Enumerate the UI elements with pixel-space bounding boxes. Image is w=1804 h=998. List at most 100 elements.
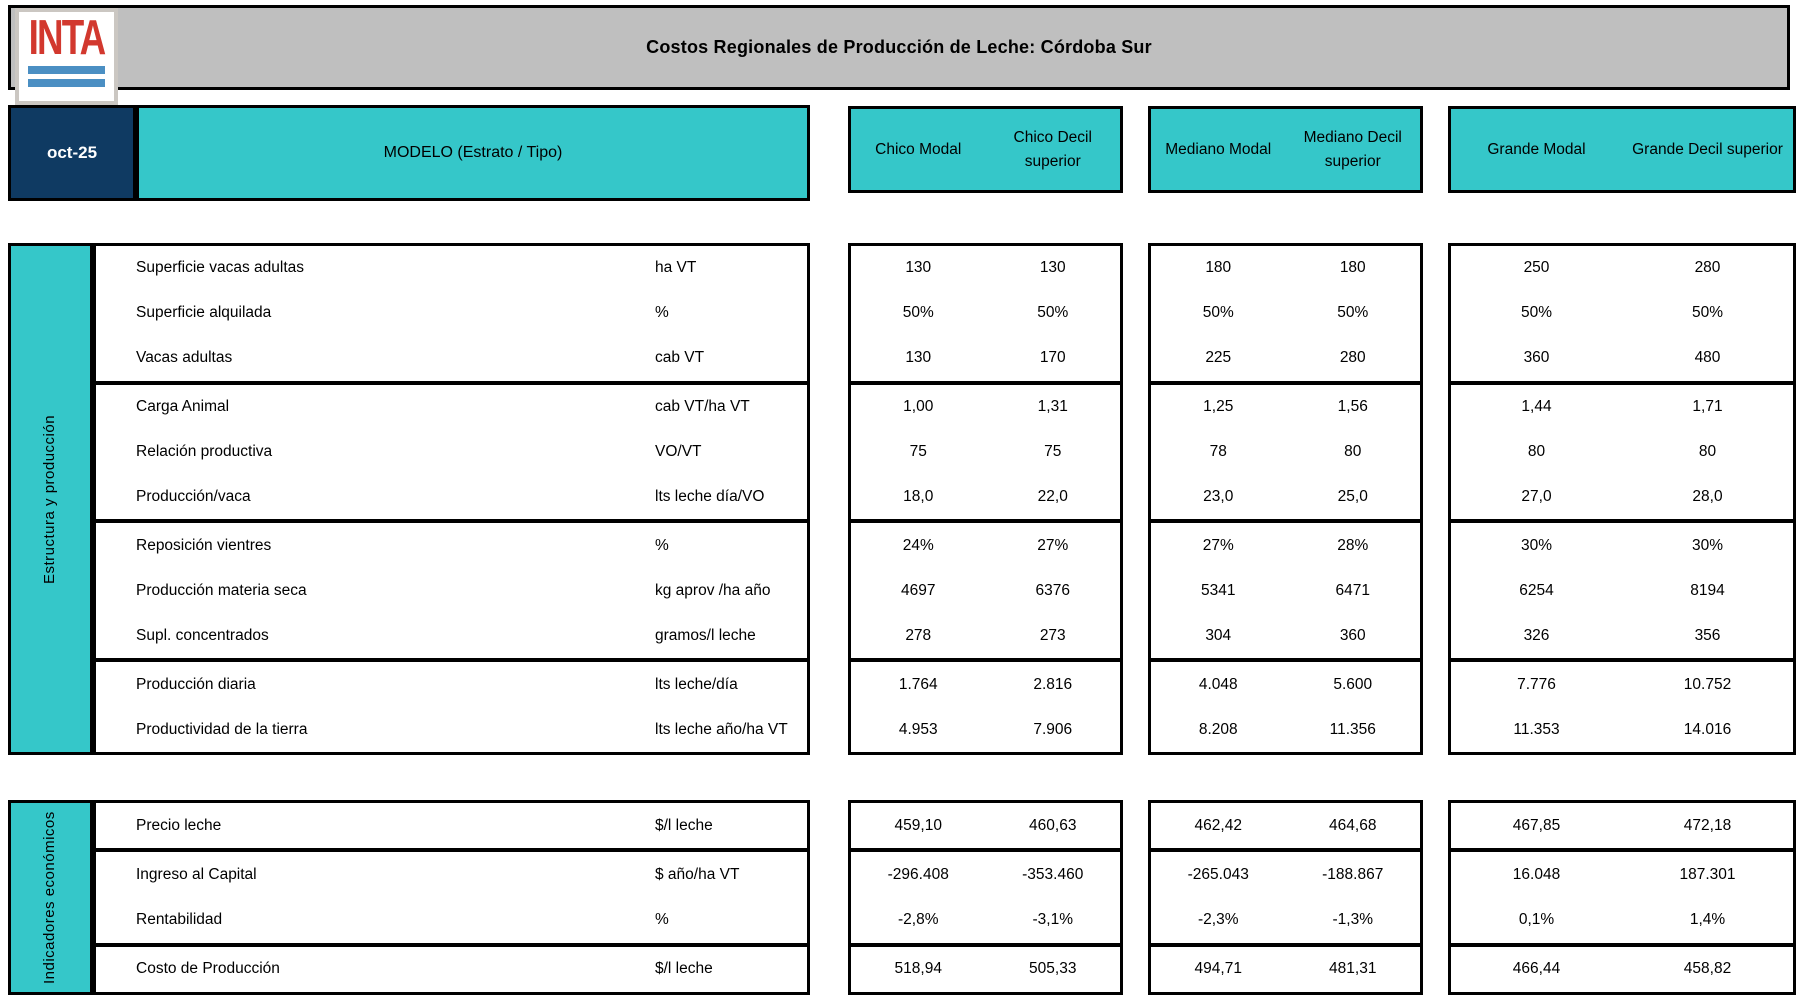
value-cell: 170 <box>1039 349 1066 367</box>
date-badge: oct-25 <box>8 105 136 201</box>
row-label: Superficie alquilada <box>136 304 272 322</box>
value-cell: 480 <box>1694 349 1721 367</box>
value-row: 1,25 1,56 <box>1151 385 1420 430</box>
value-cell: 505,33 <box>1029 960 1077 978</box>
value-cell: 18,0 <box>903 487 934 505</box>
row-label: Precio leche <box>136 816 222 834</box>
value-cell: 225 <box>1205 349 1232 367</box>
value-cell: 50% <box>1691 304 1724 322</box>
value-cell: 304 <box>1205 626 1232 644</box>
value-row: 278 273 <box>851 613 1120 663</box>
value-cell: 360 <box>1523 349 1550 367</box>
row-unit: cab VT <box>655 349 705 367</box>
value-cell: 481,31 <box>1329 960 1377 978</box>
table-row: Producción diaria lts leche/día <box>96 662 807 707</box>
value-row: 7.776 10.752 <box>1451 662 1793 707</box>
row-unit: lts leche/día <box>655 675 738 693</box>
value-row: 78 80 <box>1151 430 1420 475</box>
value-row: 5341 6471 <box>1151 568 1420 613</box>
value-cell: 50% <box>1037 304 1069 322</box>
value-box: 180 180 50% 50% 225 280 1,25 1,56 78 80 23,0 25,0 27… <box>1148 243 1423 755</box>
value-cell: 187.301 <box>1679 865 1736 883</box>
value-cell: 10.752 <box>1683 675 1732 693</box>
value-cell: -296.408 <box>887 865 949 883</box>
row-unit: lts leche año/ha VT <box>655 720 788 738</box>
row-unit: $ año/ha VT <box>655 865 740 883</box>
value-row: 27,0 28,0 <box>1451 475 1793 524</box>
value-cell: 28,0 <box>1692 487 1723 505</box>
value-cell: 130 <box>1039 259 1066 277</box>
value-row: 11.353 14.016 <box>1451 707 1793 752</box>
value-cell: 27,0 <box>1521 487 1552 505</box>
value-row: 1.764 2.816 <box>851 662 1120 707</box>
section-side-label-text: Indicadores económicos <box>41 811 59 984</box>
value-row: 494,71 481,31 <box>1151 947 1420 992</box>
value-row: 50% 50% <box>1151 291 1420 336</box>
value-cell: 1,31 <box>1037 398 1068 416</box>
value-cell: 7.906 <box>1033 720 1073 738</box>
inta-logo-bar <box>28 79 105 87</box>
value-cell: 6376 <box>1035 581 1070 599</box>
value-cell: 356 <box>1694 626 1721 644</box>
value-cell: 25,0 <box>1337 487 1368 505</box>
value-cell: 472,18 <box>1683 816 1732 834</box>
value-cell: 5.600 <box>1333 675 1373 693</box>
value-cell: 27% <box>1037 536 1069 554</box>
report-header-bar: Costos Regionales de Producción de Leche… <box>8 5 1790 90</box>
value-cell: 11.353 <box>1513 720 1560 738</box>
row-unit: kg aprov /ha año <box>655 581 771 599</box>
value-cell: 130 <box>905 259 932 277</box>
value-cell: 278 <box>905 626 932 644</box>
value-row: 4.048 5.600 <box>1151 662 1420 707</box>
value-cell: 464,68 <box>1329 816 1377 834</box>
value-row: 0,1% 1,4% <box>1451 898 1793 947</box>
value-row: 80 80 <box>1451 430 1793 475</box>
value-cell: 460,63 <box>1029 816 1077 834</box>
value-box: 459,10 460,63 -296.408 -353.460 -2,8% -3,1% 51… <box>848 800 1123 995</box>
value-row: 1,44 1,71 <box>1451 385 1793 430</box>
value-cell: 462,42 <box>1194 816 1242 834</box>
inta-logo-text: INTA <box>28 11 107 65</box>
column-header-cell: Chico Decil superior <box>1013 129 1092 170</box>
row-label: Productividad de la tierra <box>136 720 308 738</box>
value-cell: 1,56 <box>1337 398 1368 416</box>
row-unit: $/l leche <box>655 816 713 834</box>
value-row: 225 280 <box>1151 336 1420 385</box>
value-cell: 80 <box>1698 443 1717 461</box>
value-cell: 30% <box>1691 536 1724 554</box>
value-cell: 494,71 <box>1194 960 1242 978</box>
table-row: Rentabilidad% <box>96 898 807 947</box>
column-header-cell: Chico Modal <box>875 140 962 158</box>
value-cell: 16.048 <box>1512 865 1561 883</box>
row-label: Relación productiva <box>136 443 273 461</box>
value-cell: 80 <box>1344 443 1362 461</box>
value-row: 6254 8194 <box>1451 568 1793 613</box>
row-unit: % <box>655 911 669 929</box>
value-row: 466,44 458,82 <box>1451 947 1793 992</box>
value-cell: 6254 <box>1519 581 1554 599</box>
row-label: Rentabilidad <box>136 911 223 929</box>
row-label: Producción materia seca <box>136 581 307 599</box>
value-cell: 4.048 <box>1198 675 1238 693</box>
value-cell: 23,0 <box>1203 487 1234 505</box>
value-row: 4.953 7.906 <box>851 707 1120 752</box>
value-row: 130 170 <box>851 336 1120 385</box>
value-cell: 14.016 <box>1683 720 1732 738</box>
page-title: Costos Regionales de Producción de Leche… <box>646 37 1152 57</box>
value-cell: 273 <box>1039 626 1066 644</box>
value-cell: -265.043 <box>1187 865 1249 883</box>
value-row: 8.208 11.356 <box>1151 707 1420 752</box>
value-cell: 360 <box>1339 626 1366 644</box>
value-cell: 1,25 <box>1203 398 1234 416</box>
section-side-label: Indicadores económicos <box>8 800 93 995</box>
table-row: Superficie vacas adultas ha VT <box>96 246 807 291</box>
row-label: Costo de Producción <box>136 960 280 978</box>
table-row: Producción/vaca lts leche día/VO <box>96 475 807 524</box>
value-cell: -353.460 <box>1022 865 1084 883</box>
value-row: 462,42 464,68 <box>1151 803 1420 853</box>
value-cell: 130 <box>905 349 932 367</box>
value-cell: 458,82 <box>1683 960 1732 978</box>
value-row: 180 180 <box>1151 246 1420 291</box>
value-cell: 78 <box>1209 443 1227 461</box>
value-row: 130 130 <box>851 246 1120 291</box>
